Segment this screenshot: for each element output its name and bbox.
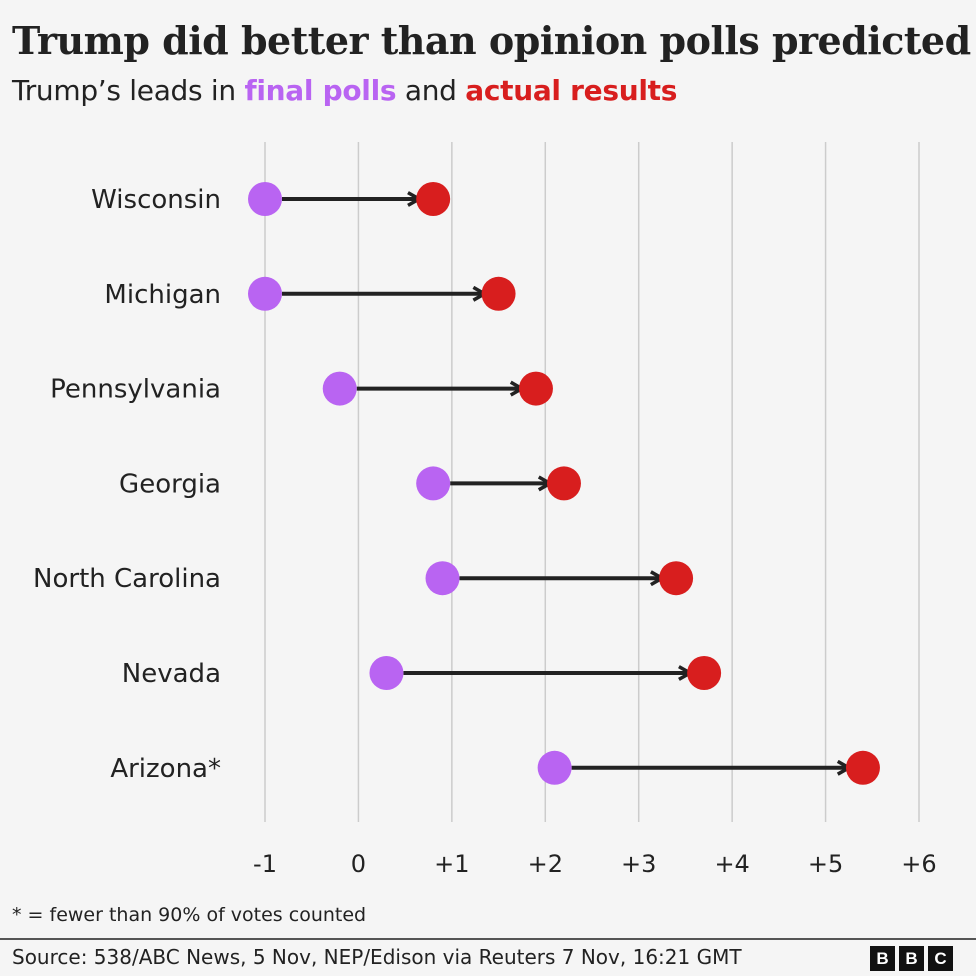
category-label: Wisconsin xyxy=(91,185,221,215)
poll-dot xyxy=(416,466,451,501)
category-label: Nevada xyxy=(122,659,221,689)
x-tick-label: +4 xyxy=(714,850,749,878)
category-label: Pennsylvania xyxy=(50,375,221,405)
subtitle-prefix: Trump’s leads in xyxy=(12,74,245,107)
legend-actual-results: actual results xyxy=(465,74,678,107)
poll-dot xyxy=(248,276,282,311)
x-tick-label: +3 xyxy=(621,850,656,878)
poll-dot xyxy=(425,561,460,596)
result-dot xyxy=(687,656,722,690)
x-tick-label: +2 xyxy=(528,850,563,878)
chart-subtitle: Trump’s leads in final polls and actual … xyxy=(12,74,677,107)
result-dot xyxy=(416,182,451,216)
poll-dot xyxy=(369,656,404,690)
bbc-logo: B B C xyxy=(870,946,953,971)
logo-letter: C xyxy=(928,946,953,971)
x-tick-label: 0 xyxy=(351,850,366,878)
poll-dot xyxy=(248,182,282,216)
category-label: Michigan xyxy=(104,280,221,310)
dumbbell-chart: -1 0 +1 +2 +3 +4 +5 +6 Wisconsin Michigan Pennsylv… xyxy=(33,142,937,878)
footnote: * = fewer than 90% of votes counted xyxy=(12,904,367,926)
result-dot xyxy=(546,466,581,501)
category-label: Arizona* xyxy=(110,754,221,784)
chart-title: Trump did better than opinion polls pred… xyxy=(12,18,971,63)
x-tick-label: +1 xyxy=(434,850,469,878)
category-label: Georgia xyxy=(119,469,221,499)
source-text: Source: 538/ABC News, 5 Nov, NEP/Edison … xyxy=(12,945,742,969)
legend-final-polls: final polls xyxy=(244,74,397,107)
result-dot xyxy=(845,750,880,785)
subtitle-middle: and xyxy=(396,74,466,107)
logo-letter: B xyxy=(899,946,924,971)
poll-dot xyxy=(322,371,357,406)
result-dot xyxy=(518,371,553,406)
poll-dot xyxy=(537,750,572,785)
result-dot xyxy=(481,276,516,311)
category-label: North Carolina xyxy=(33,564,221,594)
x-tick-label: -1 xyxy=(253,850,277,878)
divider xyxy=(0,938,976,940)
logo-letter: B xyxy=(870,946,895,971)
x-tick-label: +6 xyxy=(901,850,936,878)
x-tick-label: +5 xyxy=(808,850,843,878)
result-dot xyxy=(659,561,694,596)
